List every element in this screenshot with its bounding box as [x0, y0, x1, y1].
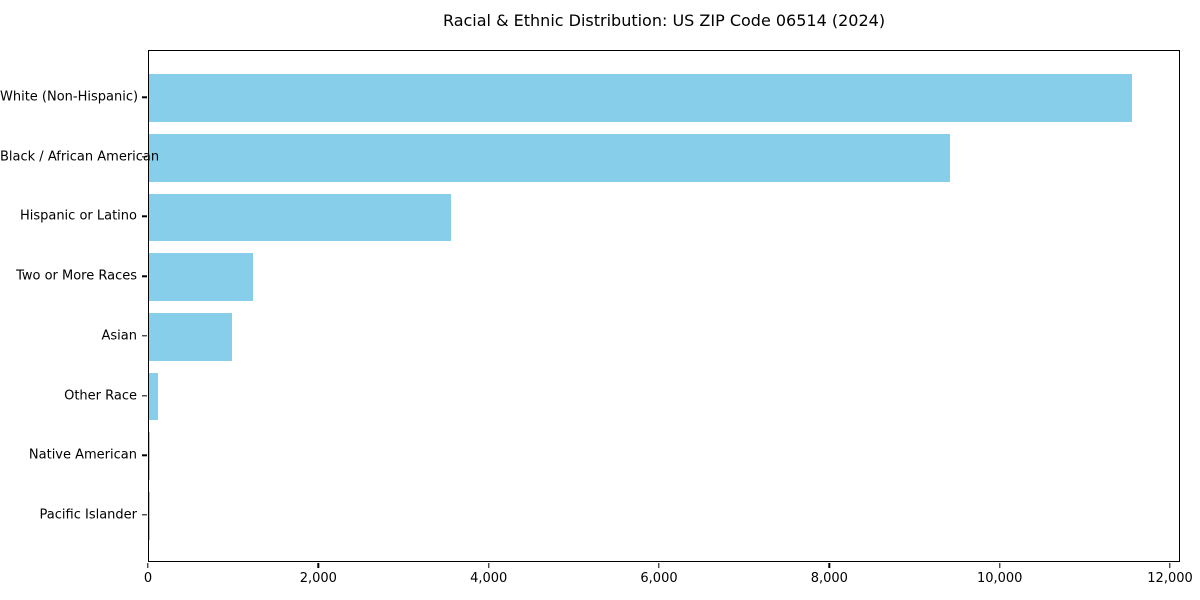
y-tick: [142, 335, 147, 337]
bar: [149, 253, 253, 302]
x-tick: [658, 563, 660, 568]
y-tick: [142, 96, 147, 98]
x-tick: [828, 563, 831, 568]
x-tick-label: 0: [143, 571, 153, 586]
x-tick: [317, 563, 320, 568]
y-tick-label: Hispanic or Latino: [19, 208, 137, 224]
x-tick-label: 4,000: [470, 571, 508, 586]
bar: [149, 133, 951, 182]
bar: [149, 372, 158, 421]
y-tick: [142, 275, 147, 277]
y-tick: [142, 454, 147, 456]
x-tick-label: 10,000: [976, 571, 1023, 586]
plot-area: [148, 50, 1180, 562]
bar: [149, 312, 233, 361]
bar: [149, 193, 451, 242]
y-tick-label: Pacific Islander: [39, 507, 137, 523]
y-tick-label: Black / African American: [0, 149, 160, 165]
x-tick-label: 6,000: [640, 571, 678, 586]
bar: [149, 74, 1132, 122]
x-tick: [1169, 563, 1171, 568]
x-tick-label: 8,000: [810, 571, 848, 586]
x-tick: [147, 563, 149, 568]
x-tick-label: 12,000: [1147, 571, 1193, 586]
chart-title: Racial & Ethnic Distribution: US ZIP Cod…: [442, 11, 886, 30]
y-tick: [142, 215, 147, 218]
x-tick: [998, 563, 1001, 568]
y-tick-label: Native American: [28, 447, 137, 463]
y-tick-label: Asian: [101, 328, 137, 344]
y-tick: [142, 156, 147, 158]
y-tick-label: Two or More Races: [16, 268, 137, 284]
y-tick-label: White (Non-Hispanic): [0, 89, 139, 105]
y-tick-label: Other Race: [64, 388, 137, 403]
x-tick-label: 2,000: [299, 571, 337, 586]
y-tick: [142, 394, 147, 397]
x-tick: [487, 563, 490, 568]
y-tick: [142, 514, 147, 516]
bar: [149, 432, 151, 481]
